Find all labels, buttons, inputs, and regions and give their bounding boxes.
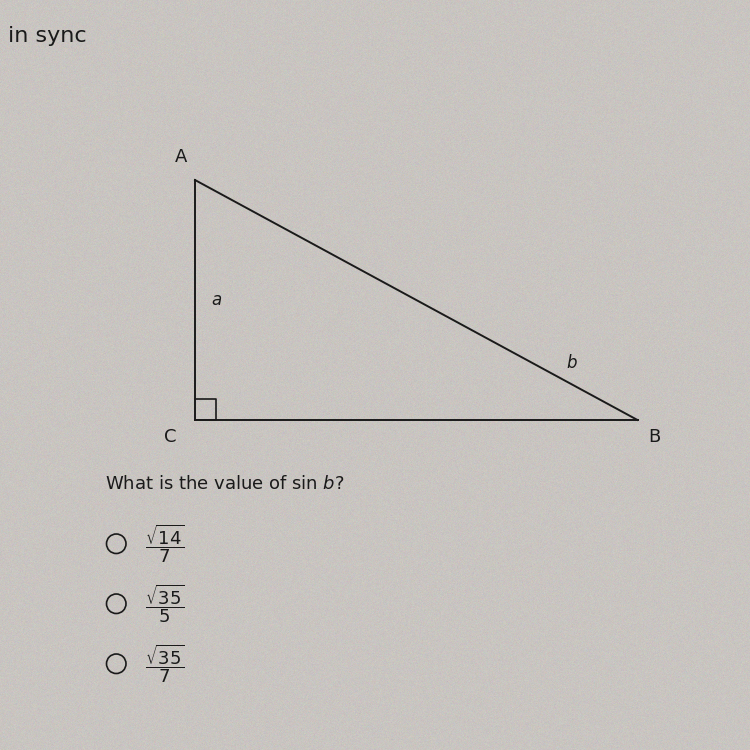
- Text: B: B: [649, 427, 661, 445]
- Text: A: A: [175, 148, 188, 166]
- Text: C: C: [164, 427, 176, 445]
- Text: $\dfrac{\sqrt{14}}{7}$: $\dfrac{\sqrt{14}}{7}$: [145, 523, 184, 565]
- Text: $\dfrac{\sqrt{35}}{5}$: $\dfrac{\sqrt{35}}{5}$: [145, 583, 184, 625]
- Text: What is the value of sin $b$?: What is the value of sin $b$?: [105, 475, 344, 493]
- Text: $\dfrac{\sqrt{35}}{7}$: $\dfrac{\sqrt{35}}{7}$: [145, 643, 184, 685]
- Text: in sync: in sync: [8, 26, 86, 46]
- Text: a: a: [211, 291, 222, 309]
- Text: b: b: [566, 354, 577, 372]
